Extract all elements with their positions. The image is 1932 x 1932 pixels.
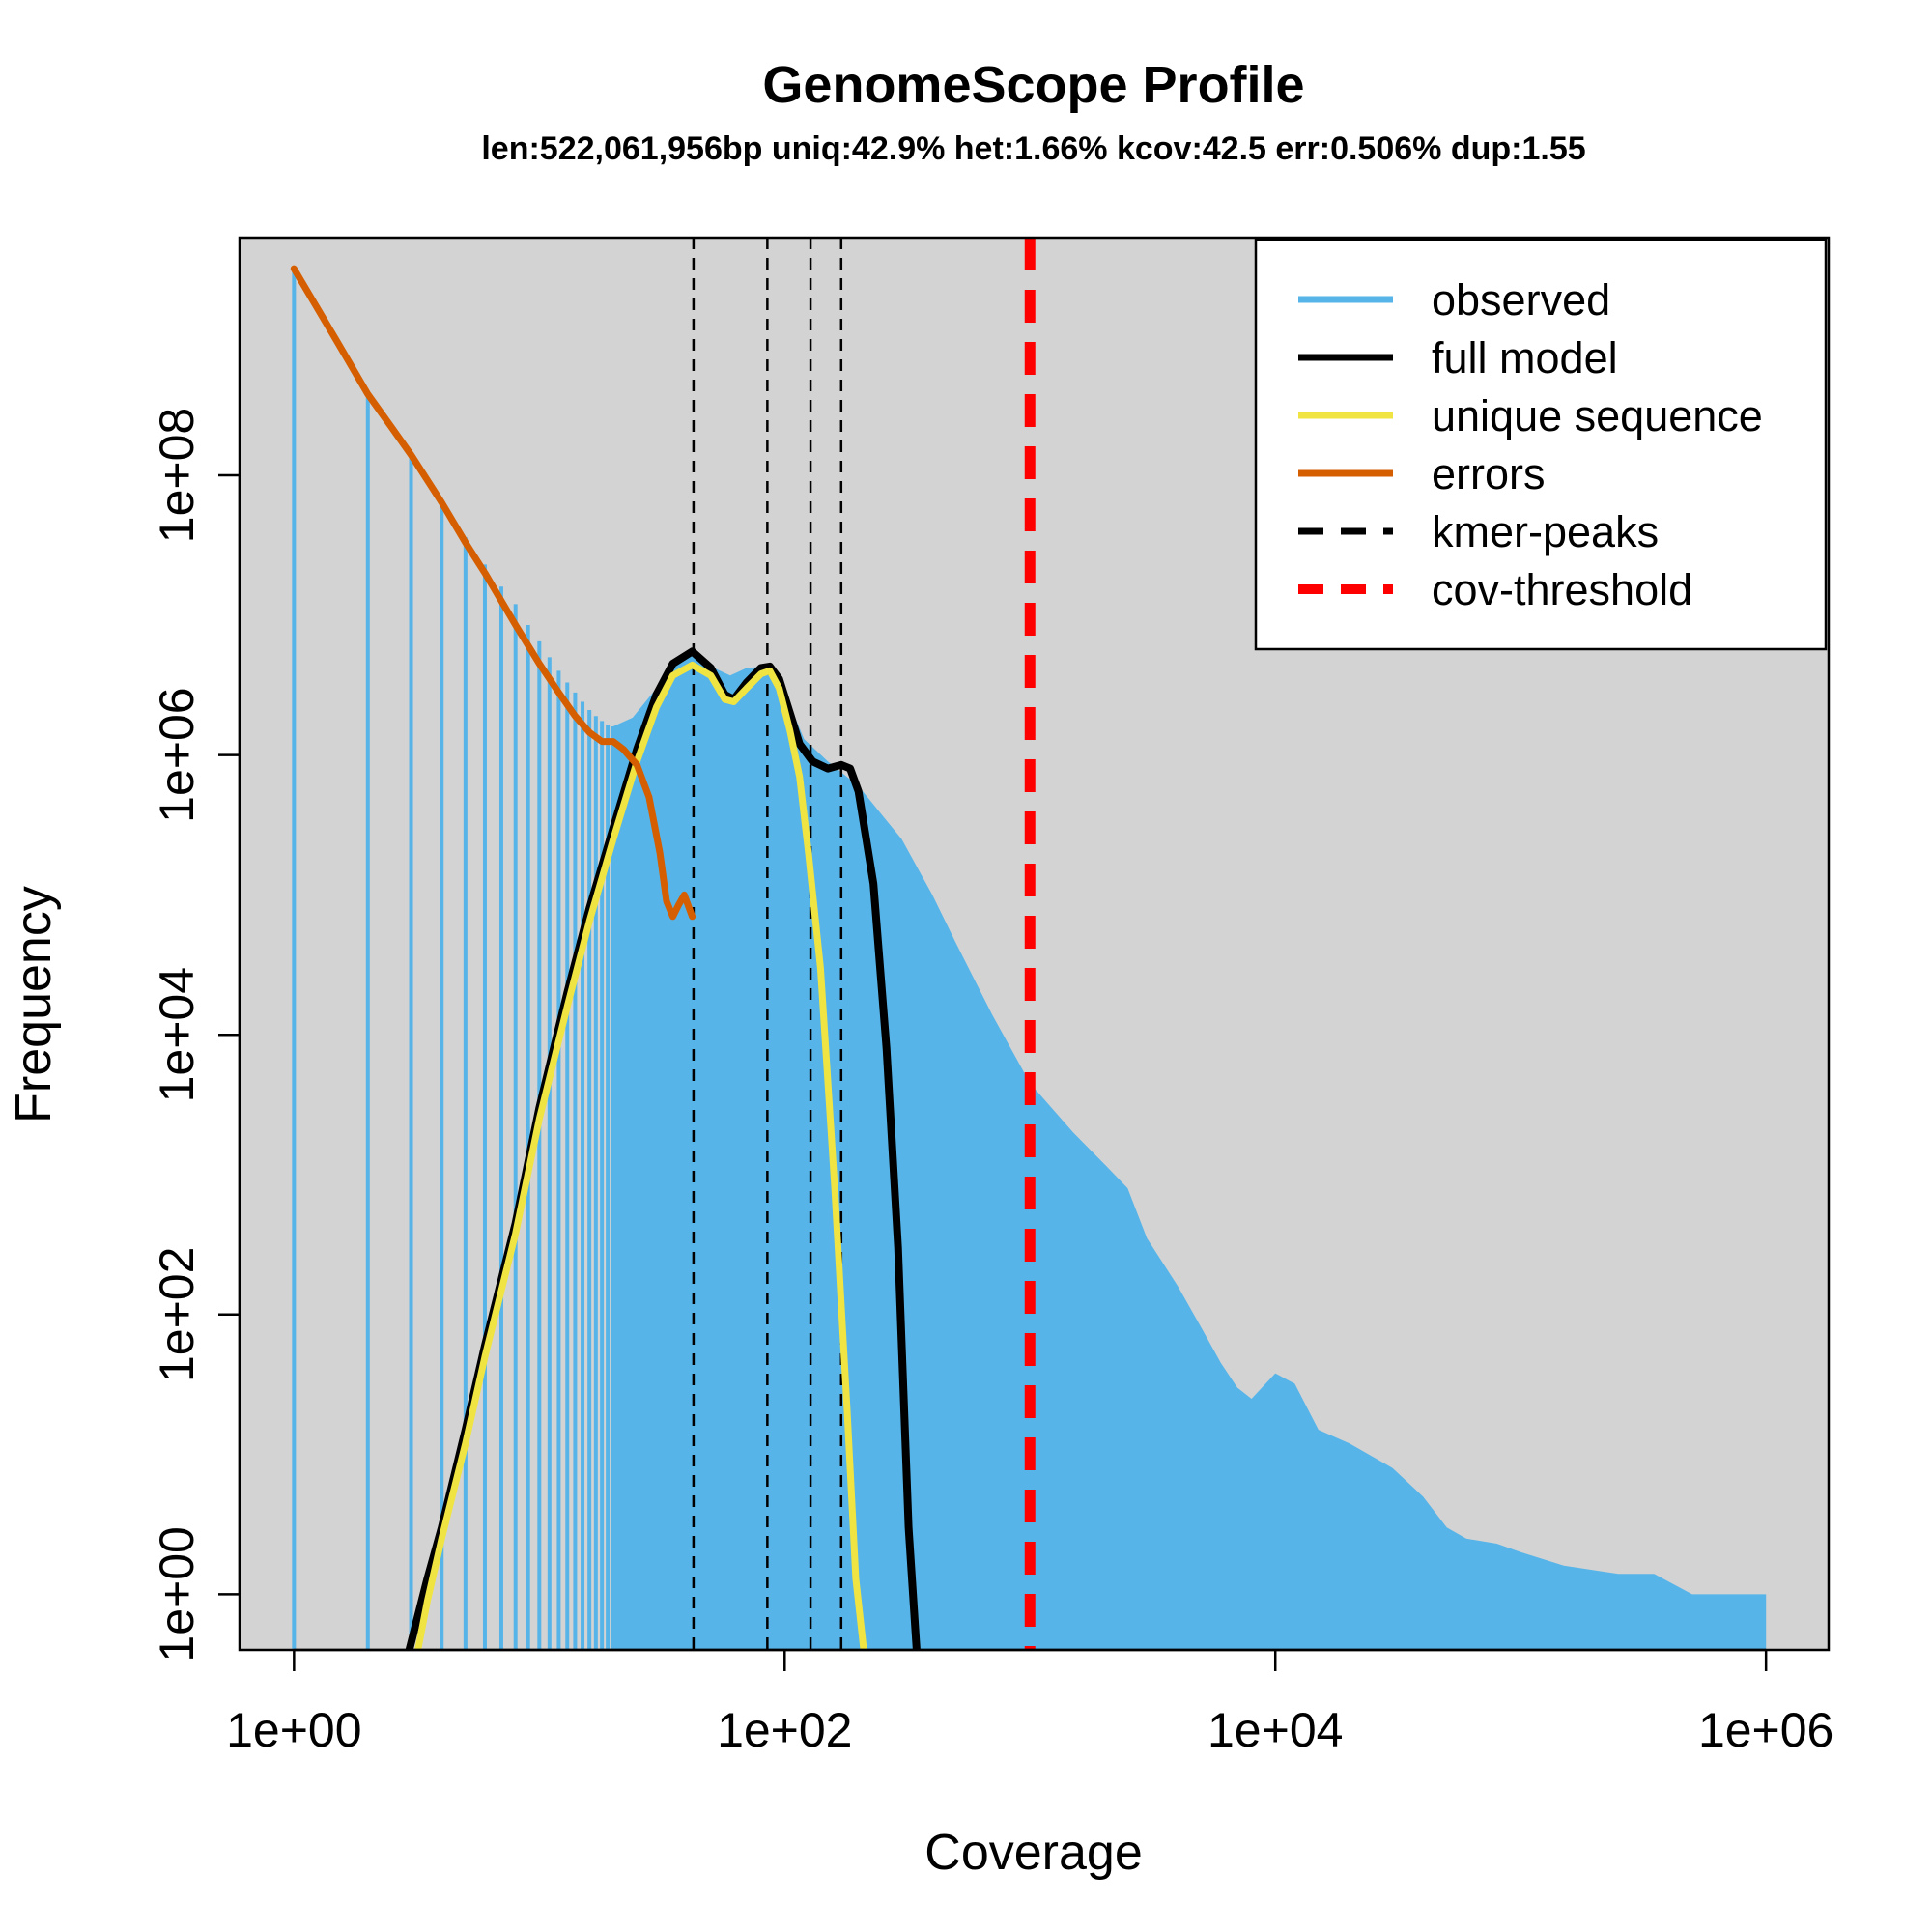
y-tick-label-4: 1e+06 — [150, 687, 204, 822]
x-axis-label: Coverage — [924, 1825, 1142, 1881]
legend: observed full model unique sequence errors k… — [1254, 238, 1828, 651]
legend-box — [1254, 238, 1828, 651]
legend-label-observed: observed — [1432, 275, 1610, 325]
x-tick-label-4: 1e+06 — [1698, 1703, 1833, 1757]
y-axis: 1e+00 1e+02 1e+04 1e+06 1e+08 — [150, 408, 242, 1662]
errors-line — [290, 265, 696, 921]
x-tick-label-1: 1e+00 — [226, 1703, 361, 1757]
y-tick-label-5: 1e+08 — [150, 408, 204, 543]
model-series-group — [290, 265, 921, 1650]
legend-label-full-model: full model — [1432, 333, 1618, 383]
chart-title: GenomeScope Profile — [762, 56, 1304, 114]
x-tick-label-2: 1e+02 — [717, 1703, 852, 1757]
y-tick-label-2: 1e+02 — [150, 1247, 204, 1382]
legend-label-errors: errors — [1432, 449, 1546, 498]
kmer-peaks-group — [692, 238, 843, 1650]
legend-label-unique-sequence: unique sequence — [1432, 391, 1763, 440]
y-tick-label-1: 1e+00 — [150, 1526, 204, 1662]
y-axis-label: Frequency — [6, 886, 62, 1123]
y-tick-label-3: 1e+04 — [150, 967, 204, 1102]
unique-sequence-line — [414, 661, 867, 1650]
x-tick-label-3: 1e+04 — [1208, 1703, 1343, 1757]
legend-label-cov-threshold: cov-threshold — [1432, 565, 1692, 614]
x-axis: 1e+00 1e+02 1e+04 1e+06 — [226, 1648, 1833, 1757]
legend-label-kmer-peaks: kmer-peaks — [1432, 507, 1659, 556]
chart-subtitle: len:522,061,956bp uniq:42.9% het:1.66% k… — [481, 130, 1585, 167]
